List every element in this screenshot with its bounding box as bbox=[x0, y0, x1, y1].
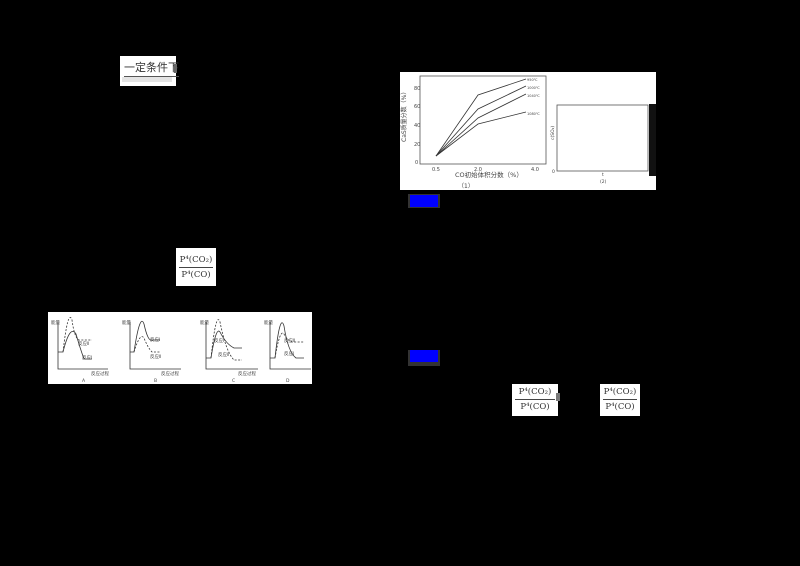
svg-text:40: 40 bbox=[414, 123, 420, 129]
svg-text:60: 60 bbox=[414, 104, 420, 110]
svg-text:950℃: 950℃ bbox=[527, 78, 538, 82]
svg-text:0: 0 bbox=[415, 160, 418, 166]
fraction-box-3: P⁴(CO₂) P⁴(CO) bbox=[600, 384, 640, 416]
fraction-denominator: P⁴(CO) bbox=[181, 270, 211, 280]
fraction-bar bbox=[179, 267, 213, 268]
svg-text:反应Ⅱ: 反应Ⅱ bbox=[78, 340, 89, 347]
svg-text:1000℃: 1000℃ bbox=[527, 86, 540, 90]
svg-text:C: C bbox=[232, 378, 235, 384]
condition-text: 一定条件下 bbox=[124, 59, 179, 77]
svg-text:80: 80 bbox=[414, 86, 420, 92]
fraction-denominator: P⁴(CO) bbox=[605, 402, 635, 412]
condition-box: 一定条件下 bbox=[120, 56, 179, 86]
svg-text:能量: 能量 bbox=[122, 319, 131, 326]
fraction-bar bbox=[603, 399, 637, 400]
svg-text:CO初始体积分数（%）: CO初始体积分数（%） bbox=[455, 170, 523, 179]
svg-text:t: t bbox=[602, 172, 604, 178]
energy-diagrams: 能量 反应过程 A 反应Ⅱ 反应Ⅰ 能量 反应过程 B 反应Ⅰ 反应Ⅱ 能量 反… bbox=[48, 312, 312, 384]
svg-text:反应过程: 反应过程 bbox=[91, 370, 109, 377]
svg-text:20: 20 bbox=[414, 142, 420, 148]
fraction-numerator: P⁴(CO₂) bbox=[603, 387, 637, 397]
svg-text:反应过程: 反应过程 bbox=[161, 370, 179, 377]
svg-text:反应Ⅱ: 反应Ⅱ bbox=[218, 351, 229, 358]
faint-underline bbox=[122, 77, 172, 82]
fraction-numerator: P⁴(CO₂) bbox=[179, 255, 213, 265]
svg-text:反应过程: 反应过程 bbox=[238, 370, 256, 377]
svg-text:2.0: 2.0 bbox=[474, 167, 482, 173]
svg-text:反应Ⅰ: 反应Ⅰ bbox=[150, 336, 160, 343]
svg-text:反应Ⅰ: 反应Ⅰ bbox=[82, 354, 92, 361]
fraction-box-2: P⁴(CO₂) P⁴(CO) bbox=[512, 384, 558, 416]
answer-tag-1[interactable] bbox=[410, 195, 438, 207]
chart-panel: 0 20 40 60 80 0.5 2.0 4.0 CO初始体积分数（%） （1… bbox=[400, 72, 656, 190]
chart2-border-dark bbox=[649, 104, 656, 176]
svg-text:c(SO₂): c(SO₂) bbox=[550, 126, 556, 140]
svg-text:能量: 能量 bbox=[200, 319, 209, 326]
svg-text:（1）: （1） bbox=[458, 183, 474, 190]
fraction-bar bbox=[515, 399, 555, 400]
svg-text:A: A bbox=[82, 378, 86, 384]
svg-text:(2): (2) bbox=[600, 179, 607, 185]
svg-text:B: B bbox=[154, 378, 157, 384]
chart-svg: 0 20 40 60 80 0.5 2.0 4.0 CO初始体积分数（%） （1… bbox=[400, 75, 649, 190]
svg-text:1080℃: 1080℃ bbox=[527, 112, 540, 116]
svg-text:反应Ⅰ: 反应Ⅰ bbox=[214, 337, 224, 344]
svg-text:D: D bbox=[286, 378, 290, 384]
fraction-numerator: P⁴(CO₂) bbox=[518, 387, 552, 397]
svg-text:反应Ⅱ: 反应Ⅱ bbox=[150, 353, 161, 360]
svg-text:0: 0 bbox=[552, 169, 555, 175]
cursor-mark bbox=[174, 64, 177, 73]
svg-text:4.0: 4.0 bbox=[531, 167, 539, 173]
fraction-box-1: P⁴(CO₂) P⁴(CO) bbox=[176, 248, 216, 286]
answer-tag-2[interactable] bbox=[410, 350, 438, 362]
svg-text:1040℃: 1040℃ bbox=[527, 94, 540, 98]
energy-diagram-svg: 能量 反应过程 A 反应Ⅱ 反应Ⅰ 能量 反应过程 B 反应Ⅰ 反应Ⅱ 能量 反… bbox=[51, 317, 311, 384]
svg-text:反应Ⅰ: 反应Ⅰ bbox=[284, 350, 294, 357]
fraction-denominator: P⁴(CO) bbox=[520, 402, 550, 412]
svg-text:能量: 能量 bbox=[264, 319, 273, 326]
svg-text:0.5: 0.5 bbox=[432, 167, 440, 173]
cursor-mark-2 bbox=[556, 393, 560, 401]
svg-text:反应Ⅱ: 反应Ⅱ bbox=[284, 337, 295, 344]
panel-a-ylabel: 能量 bbox=[51, 319, 60, 326]
svg-text:CaS质量分数（%）: CaS质量分数（%） bbox=[400, 89, 408, 142]
